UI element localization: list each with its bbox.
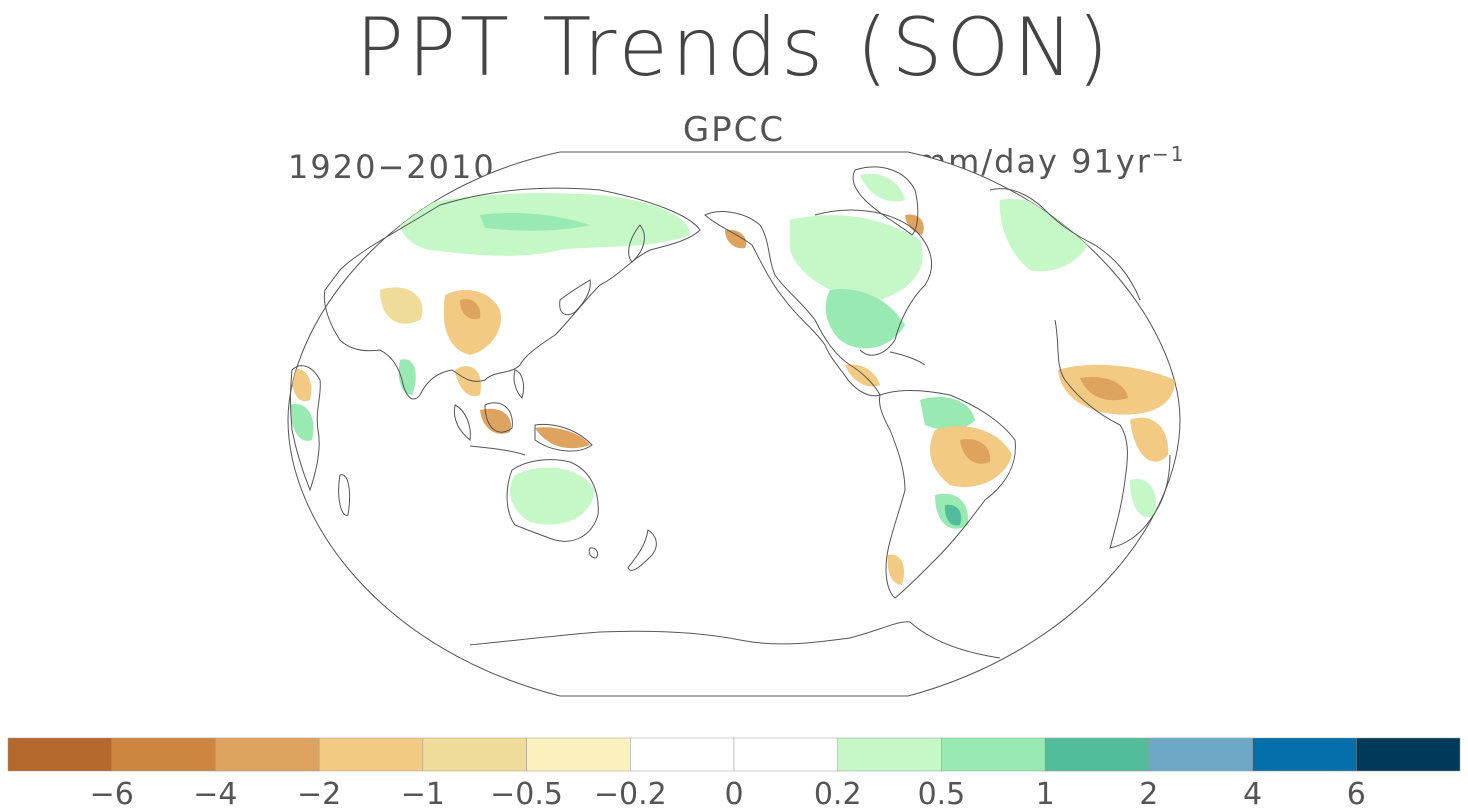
coast-greenland <box>852 166 919 236</box>
map-boundary <box>287 151 1181 697</box>
coast-eurasia <box>323 187 701 400</box>
colorbar: −6 −4 −2 −1 −0.5 −0.2 0 0.2 0.5 1 2 4 6 <box>7 737 1461 811</box>
colorbar-tick-label: 1 <box>1036 777 1055 811</box>
coast-borneo <box>484 402 513 433</box>
region-brazil-dry2 <box>960 439 991 464</box>
period-label: 1920−2010 <box>288 148 496 186</box>
region-australia-wet <box>510 467 595 525</box>
colorbar-tick-label: 0.2 <box>814 777 862 811</box>
colorbar-tick-label: 2 <box>1139 777 1158 811</box>
colorbar-swatches <box>7 737 1461 772</box>
colorbar-tick-label: −6 <box>90 777 134 811</box>
region-indonesia-dry <box>480 408 511 434</box>
colorbar-tick-label: −0.5 <box>490 777 563 811</box>
coast-kamchatka <box>628 224 645 263</box>
colorbar-swatch <box>837 737 942 772</box>
trend-shading <box>290 173 1175 585</box>
colorbar-tick-label: 4 <box>1243 777 1262 811</box>
colorbar-swatch <box>941 737 1046 772</box>
region-sahel-dry2 <box>1080 376 1128 401</box>
colorbar-labels: −6 −4 −2 −1 −0.5 −0.2 0 0.2 0.5 1 2 4 6 <box>90 777 1366 811</box>
colorbar-swatch <box>1252 737 1357 772</box>
region-china-dry2 <box>460 299 481 320</box>
coast-europe <box>989 188 1141 301</box>
coast-madagascar <box>338 474 351 516</box>
coast-newguinea <box>534 423 593 452</box>
region-greenland-wet <box>860 173 905 202</box>
region-europe-wet <box>999 199 1090 272</box>
coast-australia <box>506 459 599 542</box>
coast-newzealand <box>627 529 657 571</box>
region-africa-east-dry <box>1130 417 1169 462</box>
region-siberia-wet2 <box>480 213 590 231</box>
region-patagonia-dry <box>887 554 905 585</box>
coast-sumatra <box>453 404 471 441</box>
region-greenland-dry <box>905 214 924 235</box>
colorbar-swatch <box>526 737 631 772</box>
coast-south-america <box>879 389 1016 599</box>
world-map <box>287 151 1181 697</box>
coast-north-america-east <box>814 209 933 356</box>
colorbar-swatch <box>1044 737 1150 772</box>
region-canada-wet <box>790 215 923 300</box>
region-usa-wet <box>825 289 905 349</box>
colorbar-swatch <box>1356 737 1461 772</box>
coast-caribbean <box>889 351 926 366</box>
colorbar-swatch <box>1148 737 1253 772</box>
colorbar-swatch <box>7 737 112 772</box>
coast-africa-west <box>290 365 321 492</box>
coast-japan <box>559 279 591 316</box>
dataset-label: GPCC <box>682 110 786 150</box>
region-asia-light-dry <box>380 287 423 324</box>
colorbar-swatch <box>318 737 424 772</box>
colorbar-tick-label: 6 <box>1347 777 1366 811</box>
colorbar-swatch <box>111 737 216 772</box>
region-china-dry <box>443 290 501 355</box>
coast-tasmania <box>588 547 599 559</box>
colorbar-swatch <box>630 737 735 772</box>
region-laplata-wet2 <box>944 504 962 526</box>
colorbar-tick-label: −0.2 <box>594 777 667 811</box>
colorbar-tick-label: 0.5 <box>918 777 966 811</box>
colorbar-tick-label: −4 <box>193 777 237 811</box>
region-amazon-wet <box>920 396 975 430</box>
colorbar-tick-label: −2 <box>297 777 341 811</box>
colorbar-swatch <box>422 737 527 772</box>
region-africa-wet <box>290 404 314 441</box>
colorbar-tick-label: 0 <box>724 777 743 811</box>
region-africa-south-wet <box>1130 479 1157 517</box>
coastlines <box>290 166 1171 659</box>
region-newguinea-dry <box>535 427 590 449</box>
coast-antarctica <box>469 621 1001 659</box>
coast-philippines <box>513 369 525 399</box>
region-indochina-dry <box>455 366 481 397</box>
coast-africa-east <box>1054 319 1171 549</box>
colorbar-swatch <box>215 737 320 772</box>
colorbar-swatch <box>733 737 838 772</box>
colorbar-tick-label: −1 <box>401 777 445 811</box>
map-title: PPT Trends (SON) <box>355 1 1113 94</box>
region-africa-west-dry <box>291 369 312 402</box>
coast-java <box>469 445 526 456</box>
region-centralamerica-dry <box>845 364 880 387</box>
units-exponent: −1 <box>1151 142 1186 166</box>
region-alaska-dry <box>725 229 747 249</box>
